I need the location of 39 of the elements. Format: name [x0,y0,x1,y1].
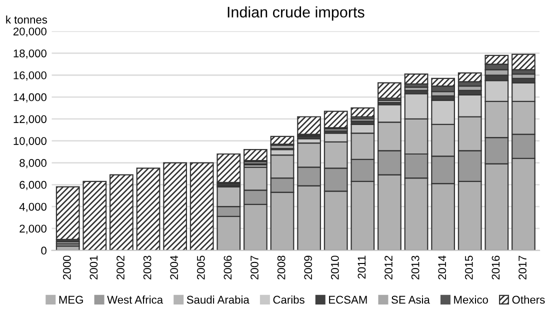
y-tick-label: 0 [41,246,46,255]
y-tick-label: 8,000 [20,159,46,168]
x-tick-label: 2012 [384,256,392,280]
y-tick-label: 6,000 [20,180,46,190]
y-tick-label: 4,000 [19,202,46,212]
x-tick-label: 2013 [411,256,420,280]
y-tick-label: 14,000 [14,93,46,102]
x-tick-label: 2008 [277,256,286,280]
x-tick-label: 2009 [304,256,312,280]
legend-label: MEG [59,296,83,304]
x-tick-label: 2016 [492,256,500,280]
legend-label: Caribs [273,296,304,304]
x-tick-label: 2005 [196,256,205,280]
legend-label: SE Asia [392,296,430,304]
x-tick-label: 2014 [438,256,446,280]
x-tick-label: 2004 [170,256,178,280]
x-tick-label: 2001 [90,256,98,280]
legend-label: Others [512,296,545,304]
x-tick-label: 2007 [250,256,258,280]
legend-label: Saudi Arabia [186,296,250,304]
x-tick-label: 2011 [358,256,366,279]
x-tick-label: 2000 [62,256,71,280]
y-tick-label: 12,000 [14,115,46,124]
x-tick-label: 2017 [518,256,526,280]
legend-label: Mexico [454,296,488,304]
y-axis-title: k tonnes [6,15,48,24]
legend-label: ECSAM [329,296,367,304]
x-tick-label: 2002 [116,256,124,280]
y-tick-label: 20,000 [13,28,46,37]
x-tick-label: 2003 [143,256,152,280]
x-tick-label: 2006 [224,256,232,280]
y-tick-label: 16,000 [14,71,46,81]
y-tick-label: 10,000 [14,137,46,146]
legend-label: West Africa [107,296,164,304]
y-tick-label: 2,000 [20,224,46,234]
x-tick-label: 2015 [464,256,473,280]
y-tick-label: 18,000 [14,49,46,59]
x-tick-label: 2010 [330,256,339,280]
chart-title: Indian crude imports [228,6,364,21]
